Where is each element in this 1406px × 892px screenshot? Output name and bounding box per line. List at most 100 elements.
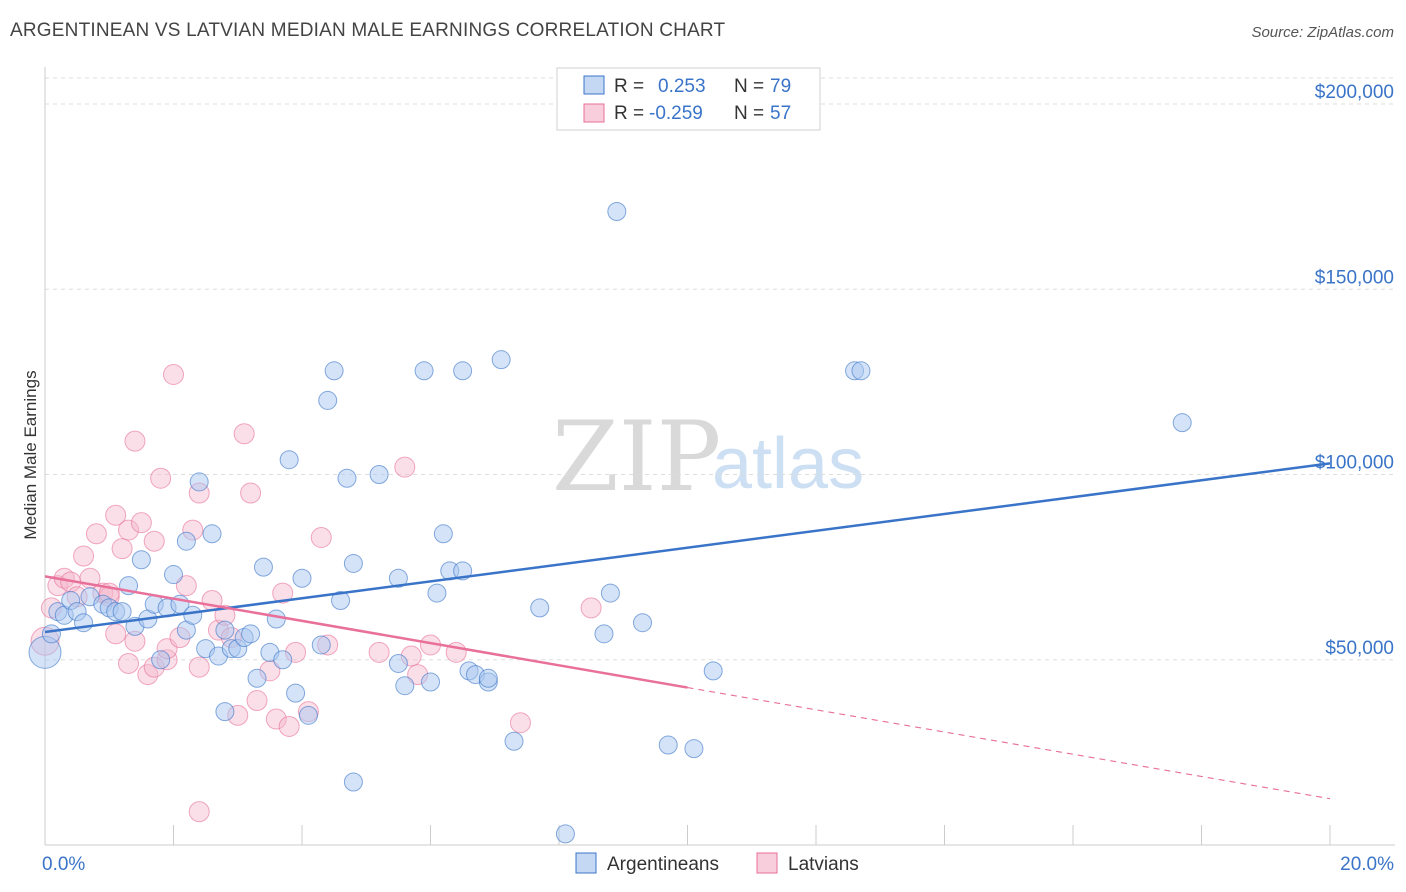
argentineans-point xyxy=(318,390,338,410)
stats-legend: R = 0.253 N = 79 R = -0.259 N = 57 xyxy=(556,67,821,131)
latvians-point xyxy=(130,512,152,534)
argentineans-point xyxy=(164,565,183,585)
latvians-point xyxy=(310,527,332,549)
argentineans-point xyxy=(504,731,524,751)
argentineans-point xyxy=(369,465,389,485)
argentineans-point xyxy=(247,668,267,688)
argentineans-trend-line xyxy=(44,462,1331,634)
argentineans-point xyxy=(343,553,363,573)
argentineans-point xyxy=(131,550,151,570)
argentineans-point xyxy=(74,613,94,633)
watermark-atlas: atlas xyxy=(712,424,864,504)
watermark-zip: ZIP xyxy=(552,401,721,513)
latvians-point xyxy=(105,623,127,645)
latvians-point xyxy=(143,530,165,552)
latvians-point xyxy=(246,690,268,712)
argentineans-point xyxy=(183,605,203,625)
latvians-point xyxy=(394,456,416,478)
latvians-trend-extension xyxy=(687,686,1331,800)
axes xyxy=(44,67,1395,846)
latvians-point xyxy=(105,504,127,526)
latvians-point xyxy=(118,519,140,541)
argentineans-point xyxy=(684,739,704,759)
stats-r-value-pink: -0.259 xyxy=(649,103,703,124)
legend-label-argentineans[interactable]: Argentineans xyxy=(607,854,719,875)
latvians-point xyxy=(272,582,294,604)
argentineans-point xyxy=(388,568,408,588)
chart-title: ARGENTINEAN VS LATVIAN MEDIAN MALE EARNI… xyxy=(10,20,726,41)
latvians-point xyxy=(509,712,531,734)
y-tick-label-2: $150,000 xyxy=(1315,267,1394,288)
latvians-point xyxy=(188,801,210,823)
argentineans-point xyxy=(337,468,357,488)
latvians-point xyxy=(233,423,255,445)
latvians-trend-line xyxy=(44,575,688,689)
latvians-point xyxy=(175,575,197,597)
argentineans-point xyxy=(241,624,261,644)
argentineans-point xyxy=(633,613,653,633)
argentineans-points xyxy=(28,201,1192,844)
argentineans-point xyxy=(311,635,331,655)
argentineans-point xyxy=(286,683,306,703)
chart-source: Source: ZipAtlas.com xyxy=(1251,24,1394,41)
argentineans-point xyxy=(189,472,209,492)
y-tick-label-3: $200,000 xyxy=(1315,82,1394,103)
argentineans-point xyxy=(266,609,286,629)
argentineans-point xyxy=(594,624,614,644)
argentineans-point xyxy=(324,361,344,381)
latvians-point xyxy=(368,641,390,663)
latvians-point xyxy=(278,715,300,737)
argentineans-point xyxy=(41,624,61,644)
argentineans-point xyxy=(658,735,678,755)
argentineans-point xyxy=(151,650,171,670)
argentineans-point xyxy=(427,583,447,603)
latvians-point xyxy=(188,656,210,678)
gridlines xyxy=(45,77,1395,661)
argentineans-point xyxy=(253,557,273,577)
argentineans-point xyxy=(453,361,473,381)
latvians-point xyxy=(73,545,95,567)
legend-swatch-argentineans[interactable] xyxy=(575,852,597,874)
argentineans-point xyxy=(478,668,498,688)
latvians-point xyxy=(118,652,140,674)
argentineans-point xyxy=(388,653,408,673)
argentineans-point xyxy=(215,620,235,640)
argentineans-point xyxy=(421,672,440,692)
argentineans-point xyxy=(298,705,318,725)
trend-lines xyxy=(44,462,1331,800)
argentineans-point xyxy=(491,350,511,370)
y-tick-label-1: $100,000 xyxy=(1315,453,1394,474)
argentineans-point xyxy=(112,602,132,622)
argentineans-point xyxy=(607,201,627,221)
stats-n-label-blue: N = xyxy=(734,76,764,97)
argentineans-point xyxy=(414,361,434,381)
latvians-point xyxy=(85,523,107,545)
legend-label-latvians[interactable]: Latvians xyxy=(788,854,859,875)
argentineans-point xyxy=(395,676,415,696)
latvians-point xyxy=(150,467,172,489)
legend-swatch-latvians[interactable] xyxy=(756,852,778,874)
argentineans-point xyxy=(433,524,453,544)
argentineans-point xyxy=(1172,413,1192,433)
latvians-point xyxy=(124,430,146,452)
argentineans-point xyxy=(273,650,293,670)
latvians-points xyxy=(30,363,602,823)
stats-r-label-blue: R = xyxy=(614,76,644,97)
latvians-point xyxy=(111,538,133,560)
series-legend: Argentineans Latvians xyxy=(575,852,859,875)
y-tick-label-0: $50,000 xyxy=(1325,638,1394,659)
argentineans-point xyxy=(600,583,620,603)
argentineans-point xyxy=(176,531,196,551)
latvians-point xyxy=(580,597,602,619)
argentineans-point xyxy=(703,661,723,681)
latvians-point xyxy=(240,482,262,504)
latvians-point xyxy=(163,363,184,385)
y-axis-label: Median Male Earnings xyxy=(21,370,40,539)
stats-swatch-blue xyxy=(583,75,605,95)
argentineans-point xyxy=(331,590,351,610)
stats-r-label-pink: R = xyxy=(614,103,644,124)
argentineans-point xyxy=(279,450,299,470)
argentineans-point xyxy=(202,524,222,544)
stats-swatch-pink xyxy=(583,103,605,123)
